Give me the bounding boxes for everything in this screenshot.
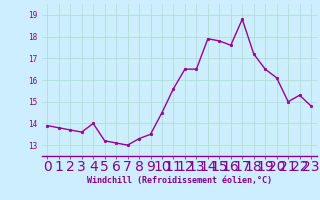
X-axis label: Windchill (Refroidissement éolien,°C): Windchill (Refroidissement éolien,°C) [87,176,272,185]
